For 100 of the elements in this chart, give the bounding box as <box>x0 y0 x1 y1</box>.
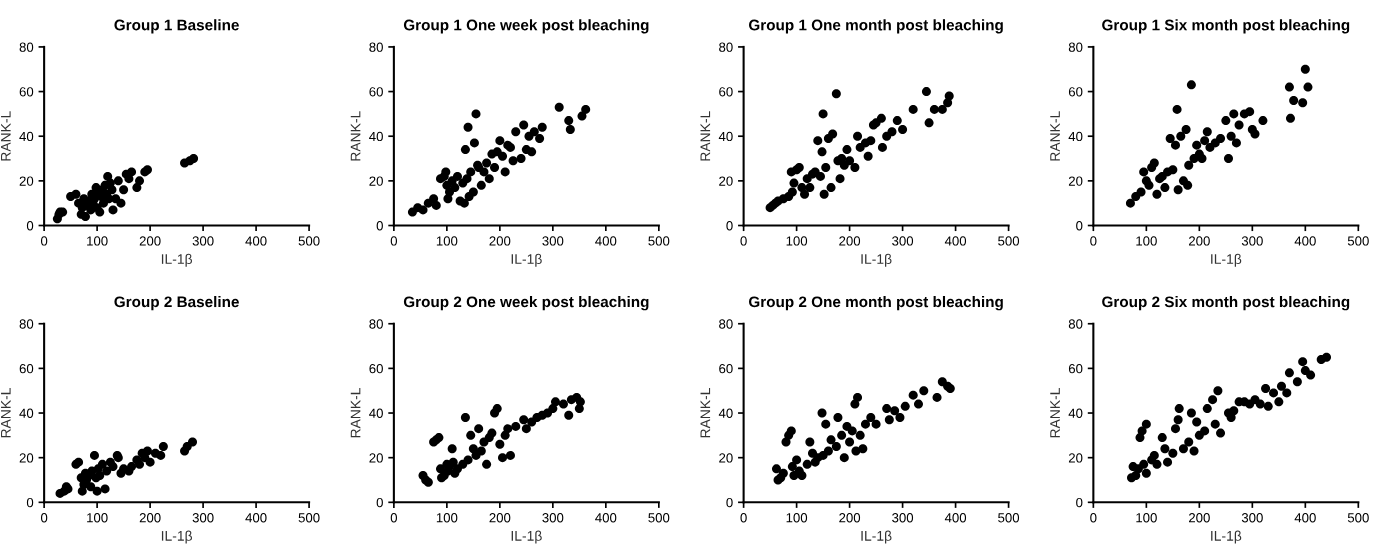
y-tick-label: 0 <box>26 497 34 508</box>
x-tick-label: 100 <box>436 236 458 246</box>
y-tick-label: 60 <box>1068 87 1083 97</box>
x-tick-label: 500 <box>1347 513 1369 523</box>
y-tick-label: 60 <box>19 87 34 97</box>
x-tick-label: 400 <box>595 513 617 523</box>
y-tick-label: 60 <box>719 87 733 97</box>
x-tick-label: 300 <box>892 513 914 523</box>
x-tick-label: 400 <box>245 513 267 523</box>
x-tick-label: 100 <box>87 513 108 523</box>
y-tick-label: 80 <box>19 42 34 52</box>
y-tick-label: 40 <box>19 131 34 142</box>
y-tick-label: 20 <box>719 453 733 463</box>
chart-title: Group 1 One month post bleaching <box>748 19 1003 34</box>
y-tick-label: 60 <box>19 363 34 374</box>
y-tick-label: 0 <box>376 221 383 231</box>
y-tick-label: 60 <box>1068 363 1083 374</box>
y-axis-title: RANK-L <box>1050 111 1060 161</box>
y-tick-label: 20 <box>19 453 34 463</box>
x-tick-label: 0 <box>390 236 398 246</box>
y-tick-label: 0 <box>1076 497 1083 508</box>
x-tick-label: 100 <box>786 236 808 246</box>
chart-title: Group 1 Baseline <box>114 19 239 34</box>
x-axis-title: IL-1β <box>1211 530 1242 544</box>
x-tick-label: 400 <box>1294 236 1316 246</box>
x-tick-label: 300 <box>892 236 914 246</box>
y-tick-label: 40 <box>718 408 733 418</box>
chart-title: Group 2 Baseline <box>114 295 239 311</box>
x-tick-label: 300 <box>542 236 564 246</box>
y-tick-label: 40 <box>369 408 383 418</box>
y-tick-label: 60 <box>719 363 733 374</box>
y-tick-label: 40 <box>369 131 383 142</box>
x-tick-label: 400 <box>944 236 967 246</box>
x-tick-label: 200 <box>489 236 511 246</box>
y-tick-label: 80 <box>369 319 383 329</box>
x-tick-label: 500 <box>648 236 670 246</box>
x-tick-label: 200 <box>1189 236 1210 246</box>
x-tick-label: 0 <box>740 513 747 523</box>
y-axis-title: RANK-L <box>700 388 711 438</box>
x-axis-title: IL-1β <box>161 530 193 544</box>
x-axis-title: IL-1β <box>861 530 892 544</box>
x-tick-label: 300 <box>1241 236 1263 246</box>
y-tick-label: 0 <box>376 497 383 508</box>
x-tick-label: 500 <box>1347 236 1369 246</box>
x-tick-label: 100 <box>1136 236 1157 246</box>
x-tick-label: 500 <box>648 513 670 523</box>
y-axis-title: RANK-L <box>1050 388 1060 438</box>
y-axis-title: RANK-L <box>1 388 11 438</box>
chart-title: Group 1 Six month post bleaching <box>1102 19 1350 34</box>
y-tick-label: 20 <box>369 453 383 463</box>
x-axis-title: IL-1β <box>161 253 193 267</box>
x-tick-label: 300 <box>192 513 214 523</box>
y-axis-title: RANK-L <box>1 111 11 161</box>
x-tick-label: 400 <box>944 513 967 523</box>
y-tick-label: 0 <box>726 497 733 508</box>
x-tick-label: 100 <box>87 236 108 246</box>
x-axis-title: IL-1β <box>511 530 542 544</box>
y-tick-label: 40 <box>718 131 733 142</box>
y-tick-label: 80 <box>719 42 733 52</box>
chart-title: Group 2 One month post bleaching <box>748 295 1003 311</box>
y-axis-title: RANK-L <box>350 111 361 161</box>
x-tick-label: 500 <box>998 513 1020 523</box>
x-tick-label: 300 <box>192 236 214 246</box>
y-tick-label: 80 <box>1068 42 1083 52</box>
chart-title: Group 1 One week post bleaching <box>403 19 649 34</box>
x-tick-label: 500 <box>998 236 1020 246</box>
y-tick-label: 60 <box>369 87 383 97</box>
y-tick-label: 20 <box>1068 453 1083 463</box>
x-axis-title: IL-1β <box>511 253 542 267</box>
y-tick-label: 0 <box>1076 221 1083 231</box>
x-tick-label: 0 <box>390 513 398 523</box>
x-tick-label: 100 <box>436 513 458 523</box>
x-tick-label: 200 <box>139 513 161 523</box>
y-tick-label: 20 <box>19 176 34 186</box>
y-tick-label: 80 <box>1068 319 1083 329</box>
x-axis-title: IL-1β <box>861 253 892 267</box>
x-tick-label: 0 <box>40 513 48 523</box>
x-tick-label: 0 <box>740 236 747 246</box>
x-tick-label: 0 <box>1090 236 1097 246</box>
x-tick-label: 0 <box>1090 513 1097 523</box>
x-tick-label: 200 <box>489 513 511 523</box>
y-tick-label: 40 <box>1068 408 1083 418</box>
x-tick-label: 200 <box>839 513 861 523</box>
chart-title: Group 2 Six month post bleaching <box>1102 295 1350 311</box>
x-tick-label: 500 <box>298 513 320 523</box>
x-tick-label: 300 <box>1241 513 1263 523</box>
y-tick-label: 0 <box>26 221 34 231</box>
x-tick-label: 500 <box>298 236 320 246</box>
x-tick-label: 400 <box>595 236 617 246</box>
x-tick-label: 200 <box>839 236 861 246</box>
x-tick-label: 200 <box>1189 513 1210 523</box>
x-tick-label: 0 <box>40 236 48 246</box>
y-tick-label: 20 <box>719 176 733 186</box>
y-tick-label: 60 <box>369 363 383 374</box>
x-tick-label: 400 <box>1294 513 1316 523</box>
y-axis-title: RANK-L <box>350 388 361 438</box>
y-axis-title: RANK-L <box>700 111 711 161</box>
x-tick-label: 100 <box>1136 513 1157 523</box>
y-tick-label: 80 <box>369 42 383 52</box>
x-tick-label: 400 <box>245 236 267 246</box>
